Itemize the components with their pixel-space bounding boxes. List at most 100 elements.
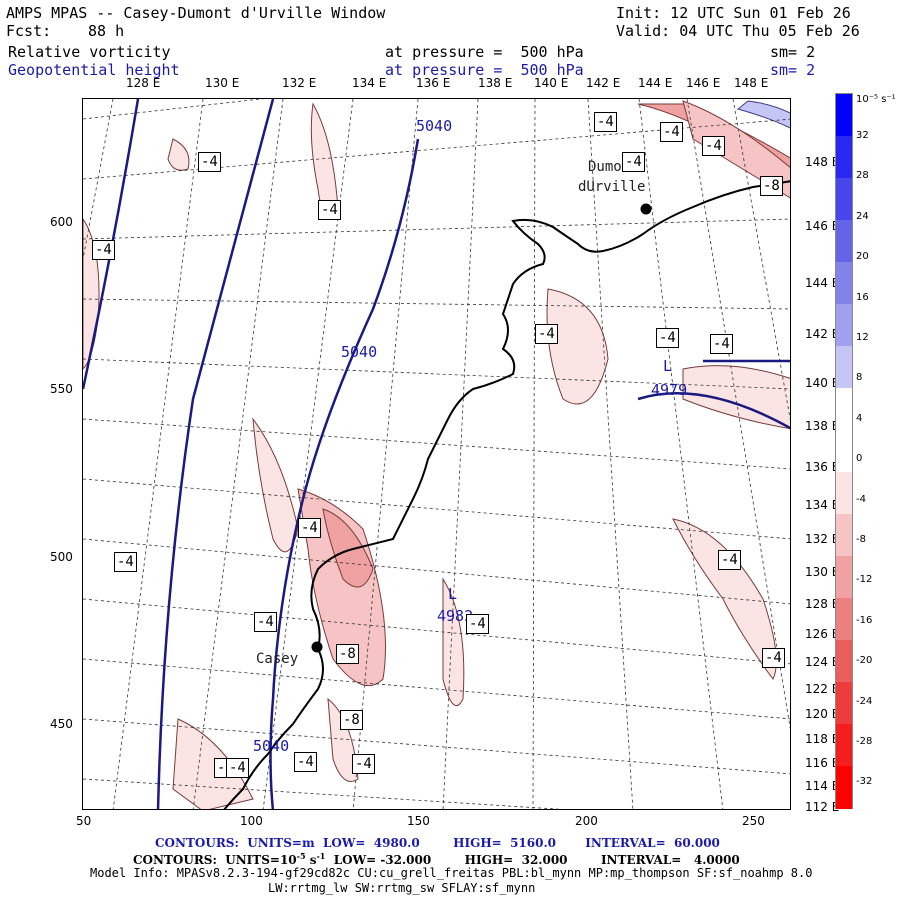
field-2-name: Geopotential height: [8, 61, 180, 79]
top-lon-label: 138 E: [478, 76, 513, 90]
field-1-level: at pressure = 500 hPa: [385, 43, 584, 61]
colorbar-segment: [836, 262, 852, 305]
colorbar-segment: [836, 304, 852, 347]
right-lon-label: 134 E: [805, 498, 840, 512]
y-tick-label: 500: [50, 550, 73, 564]
low-marker: L: [448, 585, 458, 603]
colorbar-label: 20: [856, 251, 869, 263]
x-tick-label: 150: [407, 814, 430, 828]
low-marker: L: [663, 357, 673, 375]
colorbar-segment: [836, 598, 852, 641]
x-tick-label: 50: [76, 814, 92, 828]
colorbar-label: 28: [856, 170, 869, 182]
field-1-name: Relative vorticity: [8, 43, 171, 61]
colorbar-segment: [836, 472, 852, 515]
colorbar-label: 24: [856, 210, 869, 222]
right-lon-label: 142 E: [805, 327, 840, 341]
forecast-label: Fcst:: [6, 22, 52, 40]
vorticity-label: -4: [254, 612, 277, 632]
right-lon-label: 130 E: [805, 565, 840, 579]
vorticity-label: -8: [760, 176, 783, 196]
x-tick-label: 100: [240, 814, 263, 828]
model-info-2: LW:rrtmg_lw SW:rrtmg_sw SFLAY:sf_mynn: [268, 881, 536, 895]
colorbar-label: -16: [856, 614, 873, 626]
field-2-smooth: sm= 2: [770, 61, 816, 79]
station-dot-dumont: [640, 203, 652, 215]
right-lon-label: 146 E: [805, 219, 840, 233]
vorticity-label: -4: [710, 334, 733, 354]
top-lon-label: 140 E: [534, 76, 569, 90]
chart-title: AMPS MPAS -- Casey-Dumont d'Urville Wind…: [6, 4, 386, 22]
colorbar-segment: [836, 514, 852, 557]
colorbar-segment: [836, 724, 852, 767]
vorticity-label: -4: [762, 648, 785, 668]
station-dot-casey: [311, 641, 323, 653]
height-label: 4982: [437, 607, 474, 625]
vorticity-label: -8: [340, 710, 363, 730]
right-lon-label: 128 E: [805, 597, 840, 611]
station-label-casey: Casey: [256, 651, 299, 667]
right-lon-label: 122 E: [805, 682, 840, 696]
vorticity-label: -4: [226, 758, 249, 778]
colorbar-segment: [836, 556, 852, 599]
vorticity-label: -4: [718, 550, 741, 570]
right-lon-label: 148 E: [805, 155, 840, 169]
vorticity-shading: [83, 100, 790, 809]
vorticity-label: -4: [466, 614, 489, 634]
field-1-smooth: sm= 2: [770, 43, 816, 61]
colorbar-label: 0: [856, 453, 863, 465]
colorbar-label: -32: [856, 776, 873, 788]
top-lon-label: 134 E: [352, 76, 387, 90]
right-lon-label: 144 E: [805, 276, 840, 290]
vorticity-label: -4: [198, 152, 221, 172]
right-lon-label: 140 E: [805, 376, 840, 390]
colorbar-label: -12: [856, 574, 873, 586]
vorticity-label: -4: [352, 754, 375, 774]
right-lon-label: 136 E: [805, 460, 840, 474]
colorbar-segment: [836, 94, 852, 137]
y-tick-label: 600: [50, 215, 73, 229]
colorbar-label: 32: [856, 130, 869, 141]
map-svg: [83, 99, 790, 809]
colorbar-label: -20: [856, 655, 873, 667]
colorbar-segment: [836, 178, 852, 221]
colorbar-label: -4: [856, 493, 866, 505]
colorbar-label: 12: [856, 332, 869, 343]
colorbar-label: -28: [856, 736, 873, 747]
vorticity-label: -4: [294, 752, 317, 772]
vorticity-label: -4: [656, 328, 679, 348]
x-tick-label: 200: [575, 814, 598, 828]
contours-vorticity-info: CONTOURS: UNITS=10-5 s-1 LOW= -32.000 HI…: [133, 851, 740, 867]
right-lon-label: 116 E: [805, 756, 840, 770]
right-lon-label: 118 E: [805, 732, 840, 746]
map-plot-area: Dumont dUrville Casey 5040 5040 5040 497…: [82, 98, 791, 810]
right-lon-label: 138 E: [805, 419, 840, 433]
colorbar-segment: [836, 430, 852, 473]
right-lon-label: 112 E: [805, 800, 840, 814]
height-label: 4979: [651, 381, 688, 399]
colorbar-segment: [836, 640, 852, 683]
vorticity-label: -4: [594, 112, 617, 132]
top-lon-label: 130 E: [205, 76, 240, 90]
height-label: 5040: [341, 343, 378, 361]
colorbar-segment: [836, 346, 852, 389]
colorbar-label: 8: [856, 372, 863, 384]
colorbar-label: 4: [856, 412, 863, 424]
init-time: Init: 12 UTC Sun 01 Feb 26: [616, 4, 851, 22]
x-tick-label: 250: [742, 814, 765, 828]
vorticity-label: -8: [336, 644, 359, 664]
top-lon-label: 132 E: [282, 76, 317, 90]
vorticity-label: -4: [535, 324, 558, 344]
coastline: [223, 180, 790, 809]
height-label: 5040: [253, 737, 290, 755]
vorticity-label: -4: [298, 518, 321, 538]
top-lon-label: 144 E: [638, 76, 673, 90]
right-lon-label: 124 E: [805, 655, 840, 669]
y-tick-label: 450: [50, 717, 73, 731]
right-lon-label: 126 E: [805, 627, 840, 641]
height-contours: [83, 99, 790, 809]
colorbar-label: -8: [856, 534, 866, 545]
forecast-value: 88 h: [88, 22, 125, 40]
right-lon-label: 114 E: [805, 779, 840, 793]
top-lon-label: 142 E: [586, 76, 621, 90]
